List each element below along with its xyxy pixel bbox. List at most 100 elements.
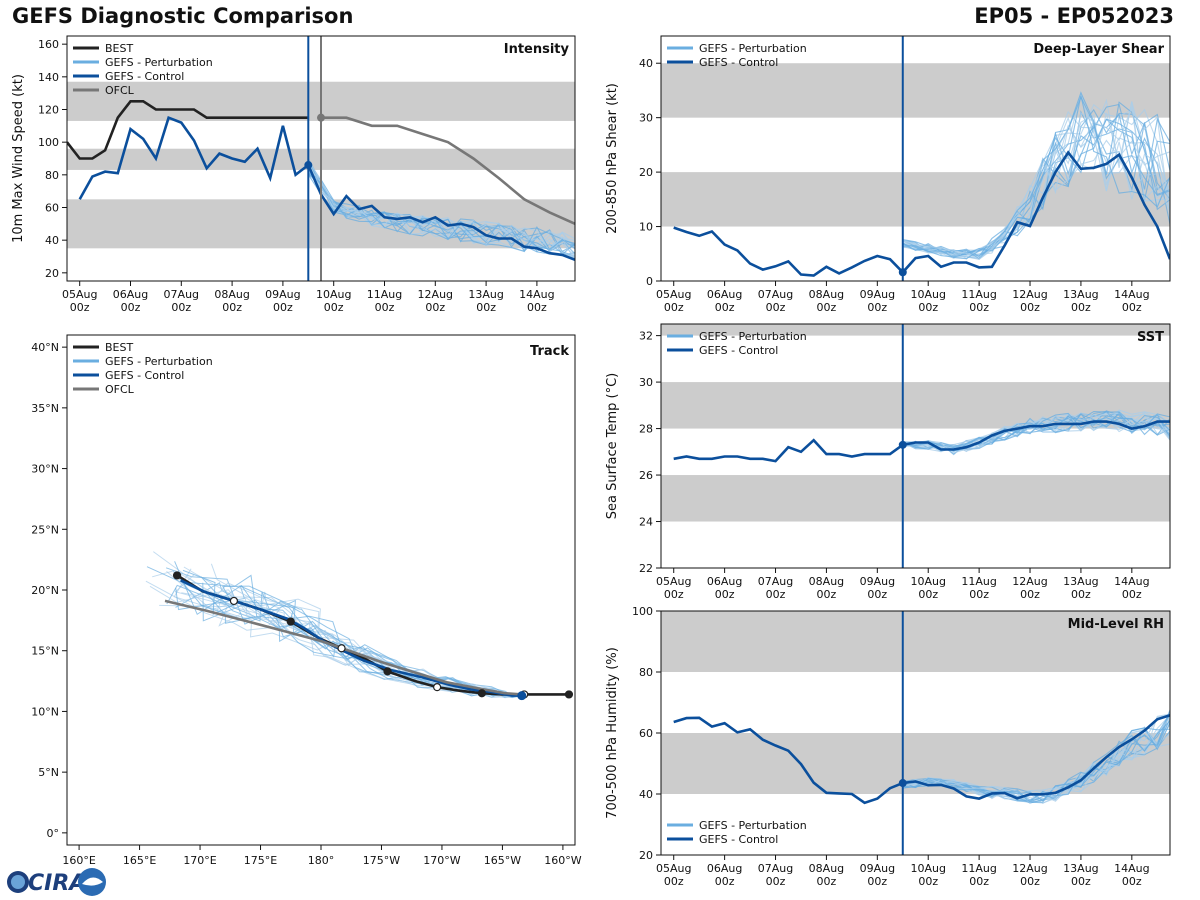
x-tick-label-day: 06Aug — [707, 575, 742, 588]
perturbation-line — [902, 95, 1170, 260]
x-tick-label-day: 13Aug — [468, 288, 503, 301]
series-gefs-control — [78, 115, 575, 262]
y-tick-label: 30°N — [31, 463, 59, 476]
x-tick-label-hour: 00z — [766, 588, 786, 601]
y-tick-label: 10 — [639, 221, 653, 234]
x-tick-label-hour: 00z — [817, 301, 837, 314]
series-gefs-control — [673, 150, 1170, 277]
y-tick-label: 60 — [45, 202, 59, 215]
x-tick-label-day: 09Aug — [860, 575, 895, 588]
shaded-band — [661, 172, 1170, 227]
best-track-marker — [229, 596, 239, 606]
logo-globe-inner-icon — [11, 875, 25, 889]
shaded-band — [661, 324, 1170, 336]
x-tick-label: 175°W — [363, 854, 400, 867]
x-tick-label-day: 07Aug — [758, 862, 793, 875]
panel-rh: 2040608010005Aug00z06Aug00z07Aug00z08Aug… — [605, 605, 1171, 888]
legend-label: GEFS - Control — [105, 369, 184, 382]
x-tick-label-hour: 00z — [1122, 301, 1142, 314]
x-tick-label: 170°W — [423, 854, 460, 867]
perturbation-line — [902, 413, 1170, 451]
x-tick-label-hour: 00z — [918, 588, 938, 601]
perturbation-track — [174, 561, 522, 697]
x-tick-label-hour: 00z — [766, 301, 786, 314]
x-tick-label-day: 12Aug — [1012, 862, 1047, 875]
x-tick-label: 165°W — [484, 854, 521, 867]
perturbation-line — [307, 170, 575, 246]
x-tick-label: 160°E — [62, 854, 95, 867]
y-tick-label: 10°N — [31, 705, 59, 718]
x-tick-label-day: 06Aug — [113, 288, 148, 301]
axes-frame — [66, 334, 576, 846]
y-tick-label: 20 — [639, 166, 653, 179]
x-tick-label-hour: 00z — [918, 875, 938, 888]
logo-text: CIRA — [28, 871, 86, 896]
cira-logo: CIRA — [7, 868, 106, 896]
series-gefs-control — [673, 420, 1170, 463]
x-tick-label: 165°E — [123, 854, 156, 867]
perturbation-line — [307, 160, 575, 257]
x-tick-label-hour: 00z — [867, 301, 887, 314]
perturbation-line — [902, 91, 1170, 258]
x-tick-label-day: 07Aug — [758, 575, 793, 588]
perturbation-track — [210, 563, 522, 697]
init-marker — [898, 440, 907, 449]
y-tick-label: 80 — [45, 169, 59, 182]
perturbation-track — [175, 585, 522, 698]
y-tick-label: 120 — [38, 104, 59, 117]
x-tick-label-day: 08Aug — [809, 575, 844, 588]
x-tick-label-day: 11Aug — [961, 862, 996, 875]
y-tick-label: 32 — [639, 330, 653, 343]
x-tick-label-hour: 00z — [969, 588, 989, 601]
x-tick-label-hour: 00z — [969, 301, 989, 314]
ofcl-marker — [317, 113, 325, 122]
plot-area — [661, 324, 1170, 568]
storm-id: EP05 - EP052023 — [974, 4, 1174, 28]
x-tick-label-hour: 00z — [1020, 301, 1040, 314]
axes-frame — [660, 323, 1171, 569]
x-tick-label-day: 05Aug — [62, 288, 97, 301]
x-tick-label-day: 05Aug — [656, 862, 691, 875]
x-tick-label-hour: 00z — [715, 301, 735, 314]
x-tick-label-day: 14Aug — [1114, 288, 1149, 301]
x-tick-label-day: 14Aug — [1114, 862, 1149, 875]
x-tick-label-day: 08Aug — [809, 862, 844, 875]
legend-label: GEFS - Perturbation — [105, 355, 213, 368]
x-tick-label-day: 10Aug — [910, 288, 945, 301]
x-tick-label-hour: 00z — [1122, 875, 1142, 888]
legend-label: GEFS - Perturbation — [699, 330, 807, 343]
x-tick-label-hour: 00z — [171, 301, 191, 314]
x-tick-label-hour: 00z — [375, 301, 395, 314]
y-tick-label: 60 — [639, 727, 653, 740]
best-track-marker — [564, 690, 574, 699]
y-axis-label: 700-500 hPa Humidity (%) — [605, 647, 620, 819]
x-tick-label-day: 07Aug — [164, 288, 199, 301]
x-tick-label-day: 08Aug — [809, 288, 844, 301]
x-tick-label-day: 11Aug — [961, 575, 996, 588]
panel-shear: 01020304005Aug00z06Aug00z07Aug00z08Aug00… — [605, 35, 1171, 314]
x-tick-label-hour: 00z — [425, 301, 445, 314]
plot-area — [145, 551, 574, 701]
x-tick-label-day: 12Aug — [418, 288, 453, 301]
y-tick-label: 100 — [38, 136, 59, 149]
y-tick-label: 0 — [646, 275, 653, 288]
x-tick-label-hour: 00z — [715, 875, 735, 888]
best-track-marker — [477, 689, 486, 698]
logo-swirl-icon — [82, 877, 103, 886]
x-tick-label-hour: 00z — [222, 301, 242, 314]
x-tick-label-day: 11Aug — [367, 288, 402, 301]
perturbation-line — [902, 727, 1170, 804]
y-tick-label: 80 — [639, 666, 653, 679]
best-track-marker — [383, 667, 392, 676]
y-tick-label: 40 — [45, 234, 59, 247]
y-tick-label: 20 — [45, 267, 59, 280]
plot-area — [67, 36, 575, 281]
y-tick-label: 22 — [639, 562, 653, 575]
y-tick-label: 20°N — [31, 584, 59, 597]
legend-label: GEFS - Perturbation — [699, 819, 807, 832]
y-tick-label: 28 — [639, 423, 653, 436]
panel-intensity: 2040608010012014016005Aug00z06Aug00z07Au… — [11, 35, 576, 314]
y-tick-label: 100 — [632, 605, 653, 618]
x-tick-label-hour: 00z — [664, 875, 684, 888]
